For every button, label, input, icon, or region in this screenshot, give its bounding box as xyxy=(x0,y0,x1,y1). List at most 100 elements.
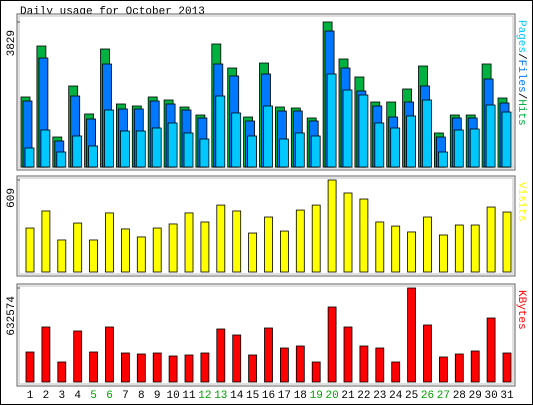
bar xyxy=(248,232,258,273)
bar xyxy=(502,211,512,273)
panel-frame-inner xyxy=(18,15,514,169)
y-tick-label: 3829 xyxy=(6,30,18,56)
bar xyxy=(136,236,146,273)
bar xyxy=(105,326,114,383)
bar xyxy=(375,221,385,273)
x-tick-label: 25 xyxy=(405,390,418,402)
bar xyxy=(105,212,114,273)
bar xyxy=(485,104,496,168)
bar xyxy=(501,111,512,168)
bar xyxy=(232,334,242,383)
bar xyxy=(486,317,496,383)
x-tick-label: 26 xyxy=(421,390,434,402)
x-tick-label: 6 xyxy=(106,390,113,402)
bar xyxy=(199,138,210,168)
bar xyxy=(486,206,496,273)
bar xyxy=(152,227,162,273)
x-tick-label: 1 xyxy=(27,390,34,402)
bar xyxy=(135,130,146,168)
bar xyxy=(152,352,162,383)
bar xyxy=(470,224,480,273)
y-tick-label: 632574 xyxy=(6,296,18,336)
x-tick-label: 19 xyxy=(310,390,323,402)
x-tick-label: 16 xyxy=(262,390,275,402)
bar xyxy=(121,228,130,273)
x-tick-label: 8 xyxy=(138,390,145,402)
legend: KBytes xyxy=(515,290,527,330)
panel-frame-inner xyxy=(18,177,514,275)
x-tick-label: 21 xyxy=(341,390,355,402)
legend: Visits xyxy=(515,182,527,222)
bar xyxy=(216,328,226,383)
x-tick-label: 10 xyxy=(166,390,179,402)
legend-entry: Pages xyxy=(515,20,527,53)
bar xyxy=(88,145,98,168)
panel-frame-inner xyxy=(18,285,514,385)
bar xyxy=(469,128,480,168)
x-tick-label: 24 xyxy=(389,390,403,402)
legend: Pages/Files/Hits xyxy=(515,20,527,126)
x-tick-label: 3 xyxy=(58,390,65,402)
x-tick-label: 11 xyxy=(182,390,196,402)
bar xyxy=(374,122,385,168)
bar xyxy=(57,361,67,383)
x-tick-label: 14 xyxy=(230,390,244,402)
bar xyxy=(104,109,114,168)
bar xyxy=(423,324,432,383)
bar xyxy=(57,239,67,273)
bar xyxy=(438,234,448,273)
bar xyxy=(232,210,242,273)
bar xyxy=(295,345,305,383)
bar xyxy=(264,216,273,273)
bar xyxy=(423,216,432,273)
bar xyxy=(359,198,369,273)
bar xyxy=(453,129,464,168)
bar xyxy=(359,345,369,383)
x-tick-label: 27 xyxy=(437,390,450,402)
bar xyxy=(407,287,417,383)
bar xyxy=(41,326,51,383)
x-tick-label: 28 xyxy=(453,390,466,402)
bar xyxy=(311,204,321,273)
x-tick-label: 4 xyxy=(74,390,81,402)
bar xyxy=(390,127,401,168)
bar xyxy=(89,239,98,273)
bar xyxy=(279,347,289,383)
y-tick-label: 609 xyxy=(6,188,18,208)
bar xyxy=(294,132,305,168)
legend-entry: Files xyxy=(515,60,527,93)
x-tick-label: 13 xyxy=(214,390,227,402)
bar xyxy=(454,224,464,273)
legend-entry: Hits xyxy=(515,99,527,125)
x-tick-label: 29 xyxy=(469,390,482,402)
bar xyxy=(406,115,417,168)
bar xyxy=(278,138,289,168)
bar xyxy=(89,351,98,383)
bar xyxy=(454,353,464,383)
bar xyxy=(248,354,258,383)
x-tick-label: 30 xyxy=(484,390,497,402)
bar xyxy=(502,352,512,383)
x-tick-label: 23 xyxy=(373,390,386,402)
x-tick-label: 22 xyxy=(357,390,370,402)
bar xyxy=(422,99,432,168)
x-tick-label: 7 xyxy=(122,390,129,402)
x-tick-label: 12 xyxy=(198,390,211,402)
bar xyxy=(168,355,178,383)
bar xyxy=(311,361,321,383)
bar xyxy=(342,89,353,168)
x-tick-label: 15 xyxy=(246,390,259,402)
bar xyxy=(375,347,385,383)
bar xyxy=(24,147,35,168)
bar xyxy=(438,356,448,383)
x-tick-label: 18 xyxy=(294,390,307,402)
x-tick-label: 31 xyxy=(500,390,514,402)
bar xyxy=(263,105,273,168)
bar xyxy=(73,222,83,273)
bar xyxy=(343,326,353,383)
bar xyxy=(56,151,67,168)
x-tick-label: 17 xyxy=(278,390,291,402)
bar xyxy=(216,204,226,273)
bar xyxy=(215,95,226,168)
